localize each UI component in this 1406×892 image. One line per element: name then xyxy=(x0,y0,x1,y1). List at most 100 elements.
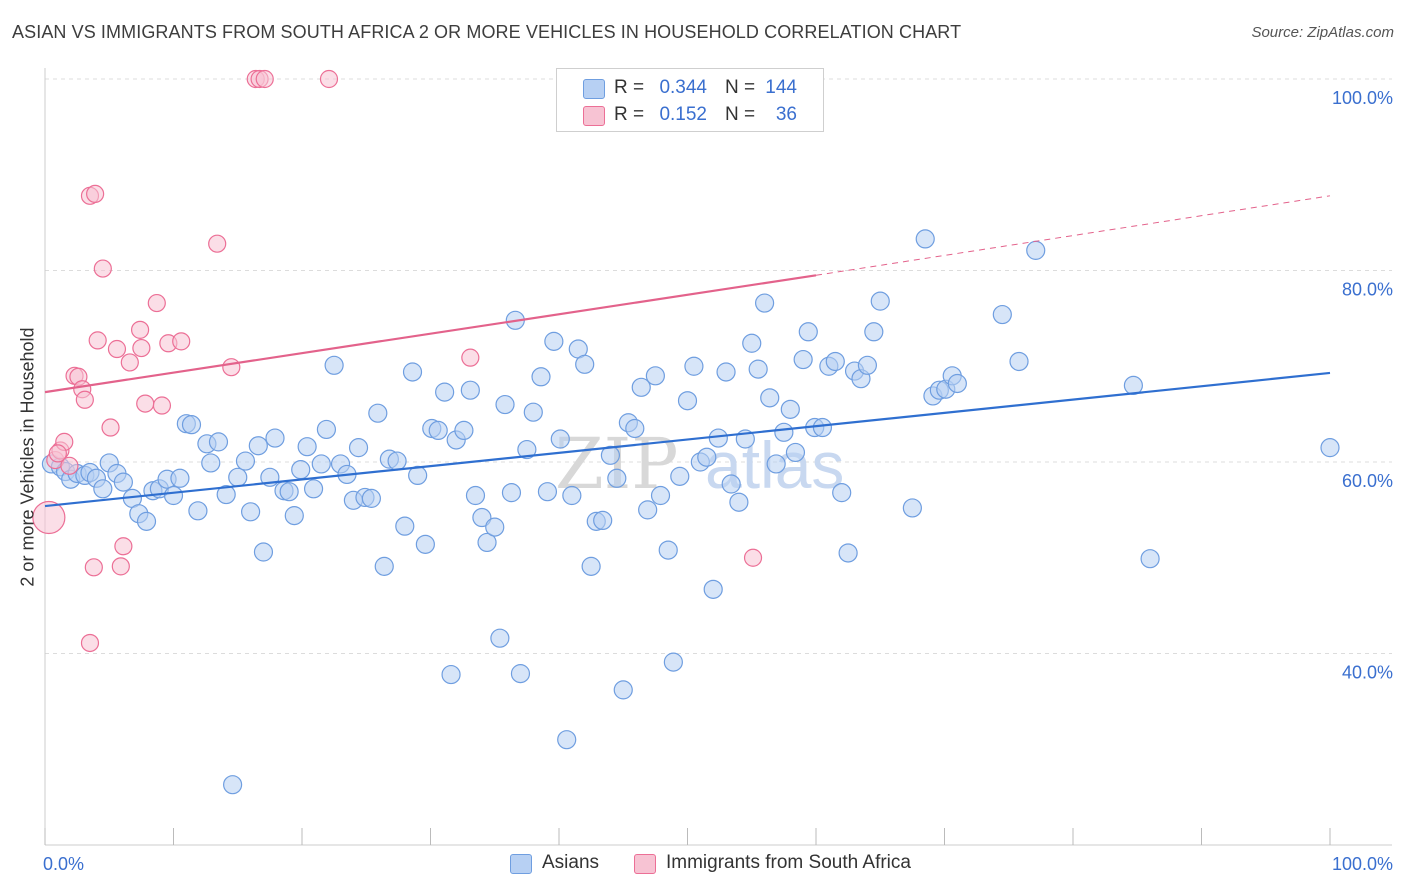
asians-point xyxy=(1009,351,1029,372)
asians-point xyxy=(324,355,344,375)
asians-point xyxy=(402,362,423,382)
asians-point xyxy=(303,479,324,499)
asians-trendline xyxy=(44,371,1331,508)
asians-point xyxy=(760,388,780,408)
asians-point xyxy=(754,293,775,313)
asians-point xyxy=(291,460,311,480)
asians-point xyxy=(472,507,492,528)
asians-point xyxy=(181,415,202,435)
asians-point xyxy=(697,447,717,467)
immigrants-trendline-extension xyxy=(815,195,1331,276)
asians-point xyxy=(428,420,448,441)
legend-r-value: 0.152 xyxy=(659,104,707,125)
asians-point xyxy=(575,354,595,374)
asians-point xyxy=(460,380,480,400)
legend-swatch-immigrants xyxy=(583,106,605,126)
immigrants-point xyxy=(93,259,112,278)
asians-point xyxy=(265,428,285,448)
immigrants-point xyxy=(88,331,107,350)
immigrants-point xyxy=(208,234,227,253)
asians-point xyxy=(223,775,243,795)
asians-point xyxy=(593,510,613,531)
immigrants-point xyxy=(60,456,79,475)
legend-n-value: 144 xyxy=(765,77,797,98)
asians-point xyxy=(581,556,601,576)
immigrants-point xyxy=(172,332,191,351)
y-tick-label: 40.0% xyxy=(1342,663,1393,683)
asians-point xyxy=(670,466,690,486)
y-tick-label: 100.0% xyxy=(1332,88,1393,108)
legend-swatch-asians xyxy=(583,79,605,99)
bottom-legend-swatch-immigrants xyxy=(634,854,656,874)
asians-point xyxy=(663,652,683,672)
immigrants-point xyxy=(130,320,150,339)
asians-point xyxy=(716,362,736,382)
legend-r-label: R = xyxy=(614,104,645,125)
immigrants-point xyxy=(101,418,120,437)
asians-point xyxy=(279,482,299,502)
immigrants-point xyxy=(152,396,172,415)
asians-point xyxy=(216,484,236,505)
asians-point xyxy=(228,467,248,487)
asians-point xyxy=(562,485,582,506)
asians-point xyxy=(838,543,858,563)
trendlines xyxy=(44,195,1331,508)
asians-point xyxy=(435,382,455,402)
immigrants-point xyxy=(80,633,100,653)
asians-point xyxy=(557,730,577,750)
asians-point xyxy=(1320,438,1340,458)
immigrants-point xyxy=(32,500,66,535)
asians-point xyxy=(136,511,157,531)
immigrants-trendline xyxy=(44,274,817,394)
asians-point xyxy=(793,349,813,370)
asians-point xyxy=(368,403,388,423)
tick-labels: 100.0% 80.0% 60.0% 40.0% 0.0% 100.0% xyxy=(43,88,1393,874)
asians-point xyxy=(201,453,221,473)
x-tick-label: 100.0% xyxy=(1332,854,1393,874)
asians-point xyxy=(729,492,749,512)
asians-point xyxy=(677,391,698,411)
immigrants-point xyxy=(319,69,339,89)
bottom-legend-label-asians: Asians xyxy=(542,852,600,873)
asians-point xyxy=(348,438,369,458)
series-immigrants xyxy=(32,69,763,653)
asians-point xyxy=(441,664,461,685)
immigrants-point xyxy=(136,394,155,413)
y-tick-label: 80.0% xyxy=(1342,280,1393,300)
immigrants-point xyxy=(48,444,67,463)
asians-point xyxy=(465,485,486,506)
asians-point xyxy=(93,479,113,499)
asians-point xyxy=(947,373,967,394)
immigrants-point xyxy=(255,69,274,89)
asians-point xyxy=(915,229,935,249)
asians-point xyxy=(774,422,794,442)
asians-point xyxy=(825,351,845,372)
asians-point xyxy=(607,468,627,488)
y-tick-label: 60.0% xyxy=(1342,471,1393,491)
asians-point xyxy=(241,502,261,522)
asians-point xyxy=(374,556,394,576)
immigrants-point xyxy=(84,558,103,577)
asians-point xyxy=(235,451,256,471)
asians-point xyxy=(684,356,704,376)
immigrants-point xyxy=(75,390,94,409)
asians-point xyxy=(208,432,229,452)
asians-point xyxy=(638,500,658,520)
asians-point xyxy=(748,359,768,379)
bottom-legend-swatch-asians xyxy=(510,854,532,874)
asians-point xyxy=(523,402,543,422)
asians-point xyxy=(902,498,922,518)
asians-point xyxy=(721,474,741,494)
asians-point xyxy=(454,420,474,441)
asians-point xyxy=(297,437,317,457)
legend-r-value: 0.344 xyxy=(659,77,707,98)
asians-point xyxy=(485,517,505,537)
asians-point xyxy=(517,439,537,460)
immigrants-point xyxy=(111,557,130,576)
asians-point xyxy=(284,506,304,526)
asians-point xyxy=(658,540,678,560)
asians-point xyxy=(857,355,878,375)
asians-point xyxy=(490,628,510,648)
asians-point xyxy=(188,501,208,521)
